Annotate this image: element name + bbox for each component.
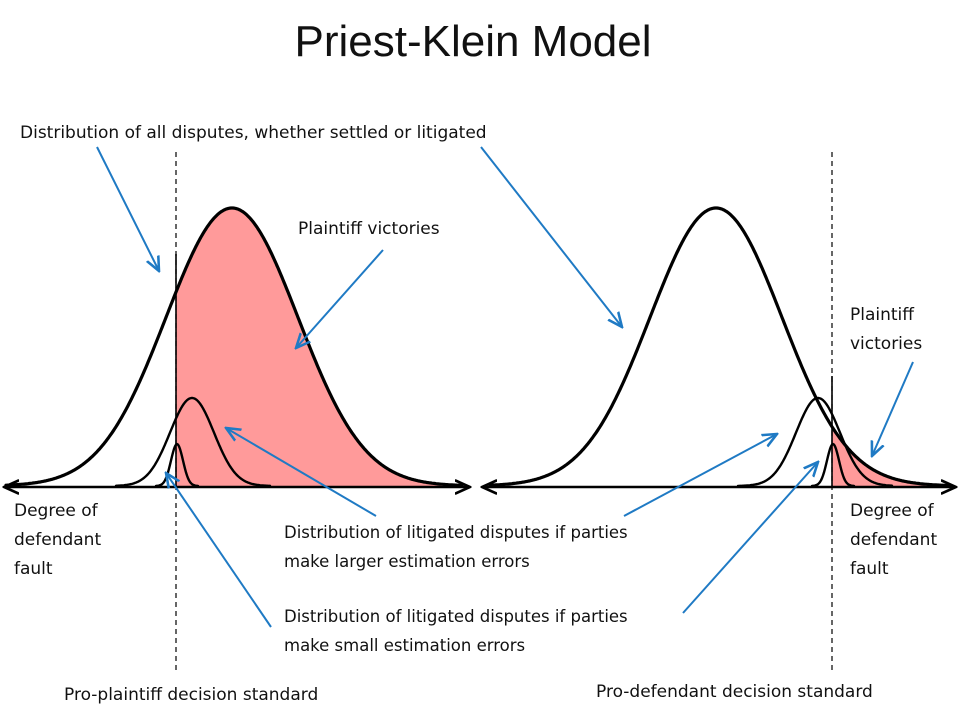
all-disputes-curve-right	[488, 206, 952, 488]
arrow-small-errors-left	[166, 473, 272, 628]
plaintiff-victory-area-left	[176, 208, 462, 486]
arrow-larger-errors-left	[226, 428, 377, 517]
fault-label-right-3: fault	[850, 559, 889, 579]
plaintiff-victory-area-right	[832, 426, 950, 486]
fault-label-right-1: Degree of	[850, 501, 935, 521]
page-title: Priest-Klein Model	[294, 17, 651, 66]
larger-errors-label-1: Distribution of litigated disputes if pa…	[284, 523, 628, 542]
plaintiff-victories-label-right-2: victories	[850, 334, 922, 354]
arrow-plaintiff-victories-left	[296, 249, 384, 348]
all-disputes-label: Distribution of all disputes, whether se…	[20, 123, 487, 143]
arrow-larger-errors-right	[623, 434, 777, 517]
pro-defendant-label: Pro-defendant decision standard	[596, 682, 873, 702]
fault-label-left-2: defendant	[14, 530, 101, 550]
arrow-small-errors-right	[682, 462, 818, 614]
arrow-all-disputes-right	[480, 146, 622, 327]
larger-errors-label-2: make larger estimation errors	[284, 552, 530, 571]
small-errors-label-2: make small estimation errors	[284, 636, 525, 655]
fault-label-left-1: Degree of	[14, 501, 99, 521]
plaintiff-victories-label-right-1: Plaintiff	[850, 305, 915, 325]
pro-plaintiff-label: Pro-plaintiff decision standard	[64, 685, 318, 705]
fault-label-right-2: defendant	[850, 530, 937, 550]
arrow-plaintiff-victories-right	[872, 361, 914, 456]
fault-label-left-3: fault	[14, 559, 53, 579]
arrow-all-disputes-left	[96, 146, 159, 271]
plaintiff-victories-label-left: Plaintiff victories	[298, 219, 440, 239]
small-errors-label-1: Distribution of litigated disputes if pa…	[284, 607, 628, 626]
all-disputes-curve-left	[4, 206, 464, 487]
